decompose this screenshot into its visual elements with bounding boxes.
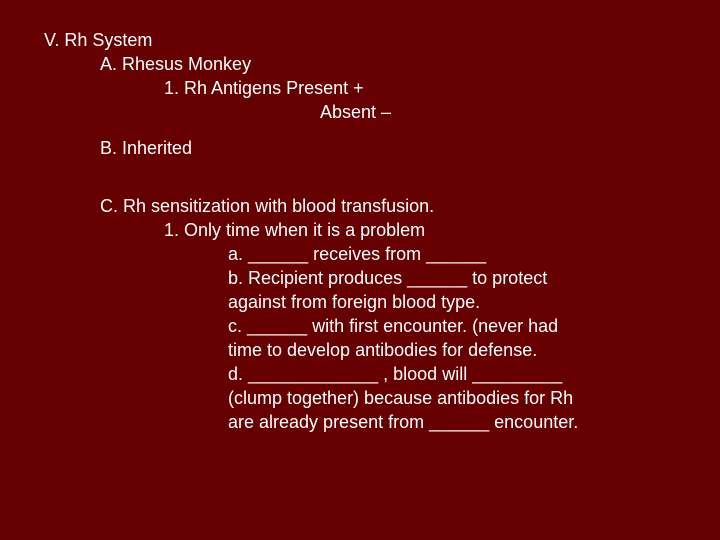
- outline-l14: (clump together) because antibodies for …: [228, 388, 573, 409]
- outline-l2: A. Rhesus Monkey: [100, 54, 251, 75]
- outline-l4: Absent –: [320, 102, 391, 123]
- outline-l6: C. Rh sensitization with blood transfusi…: [100, 196, 434, 217]
- slide: V. Rh System A. Rhesus Monkey 1. Rh Anti…: [0, 0, 720, 540]
- outline-l5: B. Inherited: [100, 138, 192, 159]
- outline-l13: d. _____________ , blood will _________: [228, 364, 562, 385]
- outline-l12: time to develop antibodies for defense.: [228, 340, 537, 361]
- outline-l11: c. ______ with first encounter. (never h…: [228, 316, 558, 337]
- outline-l8: a. ______ receives from ______: [228, 244, 486, 265]
- outline-l1: V. Rh System: [44, 30, 152, 51]
- outline-l9: b. Recipient produces ______ to protect: [228, 268, 547, 289]
- outline-l10: against from foreign blood type.: [228, 292, 480, 313]
- outline-l7: 1. Only time when it is a problem: [164, 220, 425, 241]
- outline-l3: 1. Rh Antigens Present +: [164, 78, 364, 99]
- outline-l15: are already present from ______ encounte…: [228, 412, 578, 433]
